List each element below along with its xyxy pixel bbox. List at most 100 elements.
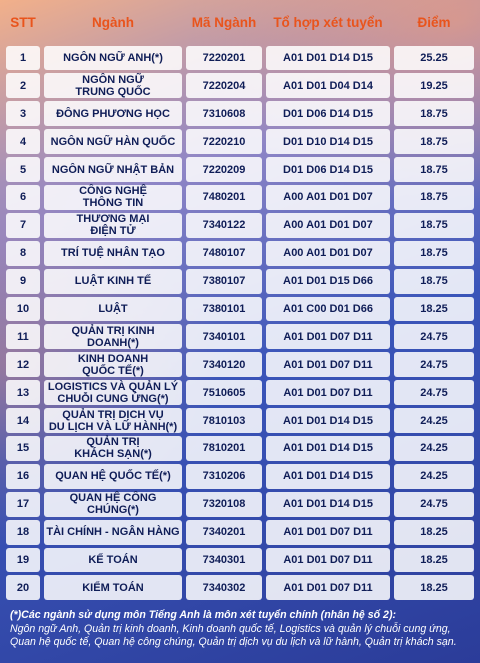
cell-nganh-text: LUẬT KINH TẾ [74,275,152,288]
cell-stt: 12 [6,352,40,378]
cell-diem-text: 24.25 [420,442,448,455]
cell-to-hop-text: A01 D01 D07 D11 [283,330,373,343]
cell-nganh-text: NGÔN NGỮ ANH(*) [63,51,163,64]
cell-stt: 4 [6,129,40,155]
cell-diem: 18.25 [394,519,474,545]
cell-to-hop-text: A01 D01 D14 D15 [283,51,373,64]
cell-nganh-text: KIỂM TOÁN [82,581,144,594]
cell-stt-text: 16 [16,470,30,483]
cell-to-hop: A00 A01 D01 D07 [266,240,390,266]
cell-stt-text: 13 [16,386,30,399]
table-row: 15 QUẢN TRỊ KHÁCH SẠN(*) 7810201 A01 D01 D1… [0,434,480,462]
cell-nganh: NGÔN NGỮ TRUNG QUỐC [44,73,182,99]
cell-ma-nganh-text: 7340101 [202,330,246,343]
cell-diem-text: 24.75 [420,330,448,343]
cell-ma-nganh-text: 7220201 [202,51,246,64]
cell-nganh-text: ĐÔNG PHƯƠNG HỌC [56,107,170,120]
cell-to-hop-text: D01 D10 D14 D15 [283,135,373,148]
cell-nganh-text: NGÔN NGỮ HÀN QUỐC [50,135,176,148]
cell-diem: 24.25 [394,463,474,489]
cell-diem: 18.75 [394,240,474,266]
cell-stt-text: 17 [16,498,30,511]
table-row: 1 NGÔN NGỮ ANH(*) 7220201 A01 D01 D14 D15 25… [0,44,480,72]
cell-to-hop: A01 D01 D15 D66 [266,268,390,294]
cell-diem-text: 18.75 [420,163,448,176]
cell-stt-text: 2 [19,79,27,92]
cell-stt: 5 [6,157,40,182]
cell-diem: 18.75 [394,129,474,155]
cell-diem-text: 24.75 [420,498,448,511]
cell-ma-nganh-text: 7220204 [202,79,246,92]
cell-ma-nganh-text: 7510605 [202,386,246,399]
cell-ma-nganh-text: 7220210 [202,135,246,148]
cell-ma-nganh-text: 7340301 [202,553,246,566]
cell-diem-text: 18.75 [420,247,448,260]
cell-diem: 18.75 [394,212,474,238]
cell-ma-nganh: 7340301 [186,547,262,573]
cell-nganh-text: KINH DOANH QUỐC TẾ(*) [77,352,149,377]
table-row: 18 TÀI CHÍNH - NGÂN HÀNG 7340201 A01 D01 D0… [0,518,480,546]
cell-stt: 18 [6,519,40,545]
cell-ma-nganh-text: 7310206 [202,470,246,483]
cell-stt: 15 [6,435,40,461]
table-row: 16 QUAN HỆ QUỐC TẾ(*) 7310206 A01 D01 D14 D… [0,462,480,490]
cell-stt: 11 [6,324,40,350]
cell-to-hop: D01 D10 D14 D15 [266,129,390,155]
cell-diem: 24.75 [394,324,474,350]
cell-ma-nganh-text: 7340201 [202,526,246,539]
cell-diem: 18.75 [394,184,474,210]
cell-stt-text: 1 [19,51,27,64]
cell-nganh-text: QUAN HỆ CÔNG CHÚNG(*) [69,492,157,517]
cell-to-hop-text: D01 D06 D14 D15 [283,107,373,120]
cell-ma-nganh-text: 7340122 [202,219,246,232]
cell-to-hop: D01 D06 D14 D15 [266,157,390,182]
cell-ma-nganh: 7340122 [186,212,262,238]
admission-scores-table: STT Ngành Mã Ngành Tổ hợp xét tuyển Điểm… [0,14,480,601]
cell-nganh-text: LUẬT [98,302,128,315]
cell-stt-text: 19 [16,553,30,566]
cell-nganh: NGÔN NGỮ NHẬT BẢN [44,157,182,182]
cell-nganh-text: QUẢN TRỊ KHÁCH SẠN(*) [74,436,152,461]
cell-to-hop-text: A00 A01 D01 D07 [283,219,373,232]
cell-diem: 18.25 [394,296,474,322]
cell-ma-nganh: 7810201 [186,435,262,461]
cell-diem: 18.75 [394,101,474,127]
cell-ma-nganh: 7510605 [186,380,262,406]
header-to-hop: Tổ hợp xét tuyển [273,14,383,30]
cell-diem: 24.75 [394,352,474,378]
cell-nganh-text: QUẢN TRỊ KINH DOANH(*) [71,324,155,349]
cell-diem: 24.25 [394,408,474,433]
cell-to-hop: A01 D01 D07 D11 [266,380,390,406]
cell-ma-nganh-text: 7480107 [202,247,246,260]
cell-nganh-text: CÔNG NGHỆ THÔNG TIN [79,185,147,210]
cell-stt: 2 [6,73,40,99]
cell-ma-nganh-text: 7310608 [202,107,246,120]
cell-ma-nganh: 7220201 [186,45,262,71]
cell-to-hop: A01 D01 D07 D11 [266,519,390,545]
cell-stt-text: 7 [19,219,27,232]
cell-nganh-text: THƯƠNG MẠI ĐIỆN TỬ [76,213,150,238]
cell-nganh: KẾ TOÁN [44,547,182,573]
cell-diem-text: 18.75 [420,107,448,120]
table-row: 17 QUAN HỆ CÔNG CHÚNG(*) 7320108 A01 D01 D1… [0,490,480,518]
cell-diem: 24.75 [394,491,474,517]
cell-diem-text: 24.25 [420,414,448,427]
cell-stt: 10 [6,296,40,322]
cell-stt-text: 3 [19,107,27,120]
cell-to-hop-text: A01 D01 D07 D11 [283,526,373,539]
cell-diem-text: 24.75 [420,358,448,371]
cell-ma-nganh-text: 7810201 [202,442,246,455]
cell-to-hop: A01 D01 D14 D15 [266,408,390,433]
cell-nganh-text: NGÔN NGỮ NHẬT BẢN [51,163,175,176]
footnote: (*)Các ngành sử dụng môn Tiếng Anh là mô… [10,609,472,650]
cell-ma-nganh: 7340101 [186,324,262,350]
cell-to-hop-text: A01 D01 D07 D11 [283,358,373,371]
cell-diem-text: 18.25 [420,302,448,315]
cell-ma-nganh: 7310206 [186,463,262,489]
cell-nganh: QUAN HỆ CÔNG CHÚNG(*) [44,491,182,517]
cell-ma-nganh: 7340302 [186,575,262,601]
table-row: 3 ĐÔNG PHƯƠNG HỌC 7310608 D01 D06 D14 D15 18… [0,100,480,128]
cell-ma-nganh: 7380101 [186,296,262,322]
cell-nganh: CÔNG NGHỆ THÔNG TIN [44,184,182,210]
cell-diem: 18.75 [394,157,474,182]
